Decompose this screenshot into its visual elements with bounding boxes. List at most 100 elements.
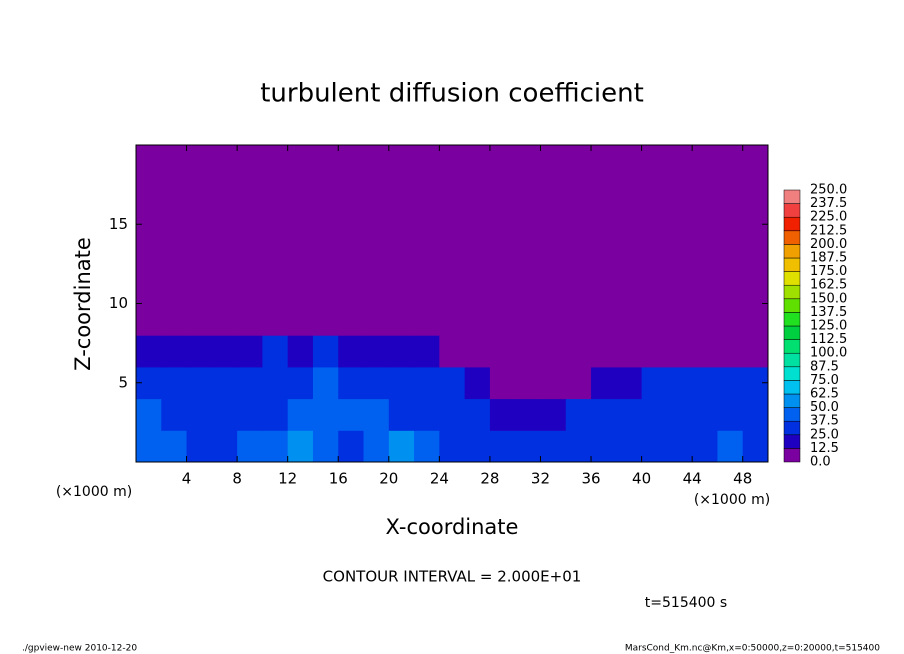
field-cell xyxy=(338,208,365,241)
footer-right: MarsCond_Km.nc@Km,x=0:50000,z=0:20000,t=… xyxy=(625,644,880,654)
field-cell xyxy=(186,430,213,463)
field-cell xyxy=(439,303,466,336)
colorbar-label: 25.0 xyxy=(810,427,839,442)
field-cell xyxy=(666,145,693,178)
field-cell xyxy=(464,398,491,431)
field-cell xyxy=(186,303,213,336)
field-cell xyxy=(641,271,668,304)
field-cell xyxy=(464,176,491,209)
field-cell xyxy=(742,335,769,368)
field-cell xyxy=(439,208,466,241)
field-cell xyxy=(388,271,415,304)
field-cell xyxy=(439,240,466,273)
field-cell xyxy=(338,335,365,368)
field-cell xyxy=(565,240,592,273)
field-cell xyxy=(414,398,440,431)
field-cell xyxy=(287,208,314,241)
field-cell xyxy=(211,398,238,431)
field-cell xyxy=(338,398,365,431)
field-cell xyxy=(641,240,668,273)
field-cell xyxy=(312,208,339,241)
field-cell xyxy=(515,271,541,304)
field-cell xyxy=(565,303,592,336)
colorbar-swatch xyxy=(783,339,801,354)
field-cell xyxy=(161,303,188,336)
field-cell xyxy=(287,240,314,273)
field-cell xyxy=(616,303,643,336)
field-cell xyxy=(489,398,516,431)
field-cell xyxy=(616,398,643,431)
field-cell xyxy=(287,366,314,400)
field-cell xyxy=(666,303,693,336)
field-cell xyxy=(186,335,213,368)
field-cell xyxy=(136,335,162,368)
field-cell xyxy=(464,366,491,400)
field-cell xyxy=(287,335,314,368)
field-cell xyxy=(363,208,390,241)
x-axis-label: X-coordinate xyxy=(386,515,519,539)
colorbar-swatch xyxy=(783,434,801,449)
field-cell xyxy=(540,335,567,368)
field-cell xyxy=(312,176,339,209)
colorbar-swatch xyxy=(783,393,801,408)
field-cell xyxy=(616,240,643,273)
field-cell xyxy=(565,271,592,304)
field-cell xyxy=(363,303,390,336)
field-cell xyxy=(287,145,314,178)
field-cell xyxy=(388,145,415,178)
field-cell xyxy=(439,430,466,463)
field-cell xyxy=(186,366,213,400)
field-cell xyxy=(742,303,769,336)
colorbar-label: 250.0 xyxy=(810,183,847,198)
field-cell xyxy=(540,176,567,209)
field-cell xyxy=(363,271,390,304)
field-cell xyxy=(211,240,238,273)
field-cell xyxy=(262,208,289,241)
x-tick-label: 16 xyxy=(329,470,348,488)
field-cell xyxy=(742,271,769,304)
field-cell xyxy=(540,208,567,241)
field-cell xyxy=(489,271,516,304)
field-cell xyxy=(186,240,213,273)
field-cell xyxy=(515,208,541,241)
colorbar-swatch xyxy=(783,312,801,327)
colorbar-label: 162.5 xyxy=(810,278,847,293)
field-cell xyxy=(237,398,263,431)
field-cell xyxy=(414,366,440,400)
field-cell xyxy=(717,176,744,209)
field-cell xyxy=(692,303,718,336)
colorbar-label: 112.5 xyxy=(810,332,847,347)
x-tick-label: 36 xyxy=(581,470,600,488)
field-cell xyxy=(666,430,693,463)
colorbar-swatch xyxy=(783,298,801,313)
time-note: t=515400 s xyxy=(645,595,727,611)
field-cell xyxy=(540,271,567,304)
colorbar-swatch xyxy=(783,325,801,340)
field-cell xyxy=(515,176,541,209)
field-cell xyxy=(591,176,617,209)
field-cell xyxy=(565,208,592,241)
field-cell xyxy=(186,271,213,304)
field-cell xyxy=(742,398,769,431)
field-cell xyxy=(565,145,592,178)
field-cell xyxy=(287,430,314,463)
field-cell xyxy=(540,366,567,400)
field-cell xyxy=(312,398,339,431)
field-cell xyxy=(717,240,744,273)
field-cell xyxy=(692,335,718,368)
field-cell xyxy=(388,240,415,273)
field-cell xyxy=(161,271,188,304)
colorbar-label: 200.0 xyxy=(810,237,847,252)
x-unit: (×1000 m) xyxy=(694,492,770,508)
field-cell xyxy=(388,335,415,368)
field-cell xyxy=(464,240,491,273)
field-cell xyxy=(363,398,390,431)
field-cell xyxy=(136,145,162,178)
colorbar-swatch xyxy=(783,448,801,463)
field-cell xyxy=(489,430,516,463)
field-cell xyxy=(237,303,263,336)
field-cell xyxy=(439,335,466,368)
field-cell xyxy=(464,303,491,336)
field-cell xyxy=(262,430,289,463)
